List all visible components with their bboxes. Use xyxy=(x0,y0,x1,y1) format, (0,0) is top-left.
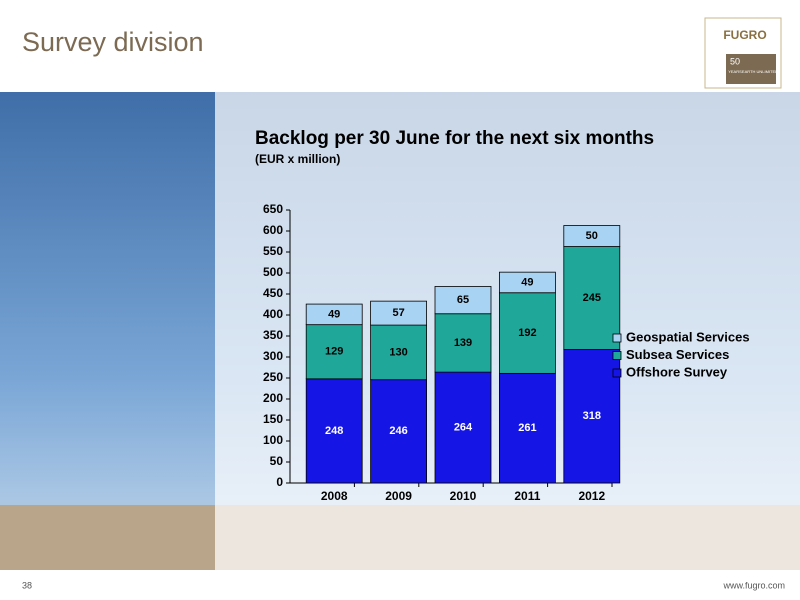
slide-title: Survey division xyxy=(22,27,204,57)
legend-label: Subsea Services xyxy=(626,347,729,362)
legend-label: Geospatial Services xyxy=(626,329,750,344)
value-label: 49 xyxy=(521,276,533,288)
x-tick-label: 2009 xyxy=(385,489,412,503)
bar-segment xyxy=(305,324,363,380)
y-tick-label: 250 xyxy=(263,370,283,384)
value-label: 139 xyxy=(454,337,472,349)
y-tick-label: 350 xyxy=(263,328,283,342)
y-tick-label: 150 xyxy=(263,412,283,426)
legend-swatch xyxy=(612,333,622,343)
value-label: 261 xyxy=(518,422,536,434)
value-label: 65 xyxy=(457,294,469,306)
bar-segment xyxy=(305,303,363,326)
y-tick-label: 400 xyxy=(263,307,283,321)
page-number: 38 xyxy=(22,580,32,590)
x-tick-label: 2010 xyxy=(450,489,477,503)
value-label: 192 xyxy=(518,327,536,339)
legend-swatch xyxy=(612,351,622,360)
y-tick-label: 650 xyxy=(263,202,283,216)
logo-name: FUGRO xyxy=(723,28,766,42)
bar-segment xyxy=(305,378,363,484)
value-label: 248 xyxy=(325,425,343,437)
value-label: 246 xyxy=(389,425,407,437)
bar-segment xyxy=(370,379,428,484)
bar-segment xyxy=(434,371,492,484)
bar-segment xyxy=(370,300,428,326)
bar-segment xyxy=(498,271,556,294)
legend-swatch xyxy=(612,368,622,378)
value-label: 318 xyxy=(583,410,601,422)
y-tick-label: 200 xyxy=(263,391,283,405)
bar-segment xyxy=(563,225,621,247)
bar-segment xyxy=(563,349,621,484)
chart-title: Backlog per 30 June for the next six mon… xyxy=(255,128,654,149)
y-tick-label: 300 xyxy=(263,349,283,363)
logo-tagline: EARTH UNLIMITED xyxy=(742,69,778,74)
value-label: 49 xyxy=(328,308,340,320)
value-label: 245 xyxy=(583,292,601,304)
value-label: 57 xyxy=(392,307,404,319)
x-tick-label: 2008 xyxy=(321,489,348,503)
chart-subtitle: (EUR x million) xyxy=(255,152,340,166)
footer-url: www.fugro.com xyxy=(722,580,785,590)
bar-segment xyxy=(370,324,428,381)
y-tick-label: 500 xyxy=(263,265,283,279)
x-tick-label: 2012 xyxy=(578,489,605,503)
bar-segment xyxy=(434,313,492,373)
y-tick-label: 100 xyxy=(263,433,283,447)
value-label: 130 xyxy=(389,346,407,358)
bar-segment xyxy=(498,292,556,374)
value-label: 129 xyxy=(325,346,343,358)
logo-band xyxy=(726,54,776,84)
bar-segment xyxy=(498,372,556,484)
bar-segment xyxy=(434,286,492,315)
y-tick-label: 450 xyxy=(263,286,283,300)
logo-years: 50 xyxy=(730,56,740,66)
value-label: 50 xyxy=(586,230,598,242)
logo: FUGRO 50 YEARS EARTH UNLIMITED xyxy=(704,17,782,89)
x-tick-label: 2011 xyxy=(514,489,540,503)
y-tick-label: 550 xyxy=(263,244,283,258)
logo-years-word: YEARS xyxy=(728,69,742,74)
y-tick-label: 0 xyxy=(276,475,283,489)
legend-label: Offshore Survey xyxy=(626,364,728,379)
y-tick-label: 50 xyxy=(270,454,284,468)
bar-segment xyxy=(563,246,621,350)
value-label: 264 xyxy=(454,421,473,433)
y-tick-label: 600 xyxy=(263,223,283,237)
